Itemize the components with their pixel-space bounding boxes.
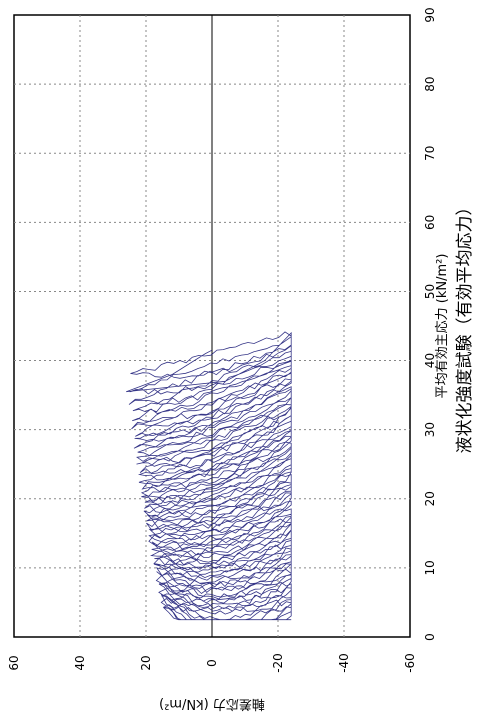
x-tick-label: 0 — [423, 633, 437, 641]
x-tick-label: 80 — [423, 76, 437, 91]
x-tick-label: 60 — [423, 215, 437, 230]
grid-lines — [14, 15, 410, 637]
y-tick-label: 20 — [139, 655, 153, 670]
x-axis-title: 平均有効主応力 (kN/m²) — [435, 254, 450, 399]
x-tick-label: 10 — [423, 560, 437, 575]
y-tick-labels: 60 40 20 0 -20 -40 -60 — [7, 653, 417, 673]
y-tick-label: -20 — [271, 653, 285, 673]
chart-title: 液状化強度試験（有効平均応力） — [455, 199, 475, 454]
x-tick-label: 70 — [423, 146, 437, 161]
y-tick-label: 60 — [7, 655, 21, 670]
y-tick-label: 40 — [73, 655, 87, 670]
y-axis-title: 軸差応力 (kN/m²) — [159, 696, 265, 711]
x-tick-label: 50 — [423, 284, 437, 299]
y-tick-label: -60 — [403, 653, 417, 673]
series-group — [126, 331, 292, 621]
x-tick-labels: 0 10 20 30 40 50 60 70 80 90 — [423, 7, 437, 640]
x-tick-label: 90 — [423, 7, 437, 22]
x-tick-label: 20 — [423, 491, 437, 506]
stress-path-series — [126, 331, 292, 621]
y-tick-label: 0 — [205, 659, 219, 667]
y-tick-label: -40 — [337, 653, 351, 673]
x-tick-label: 40 — [423, 353, 437, 368]
x-tick-label: 30 — [423, 422, 437, 437]
